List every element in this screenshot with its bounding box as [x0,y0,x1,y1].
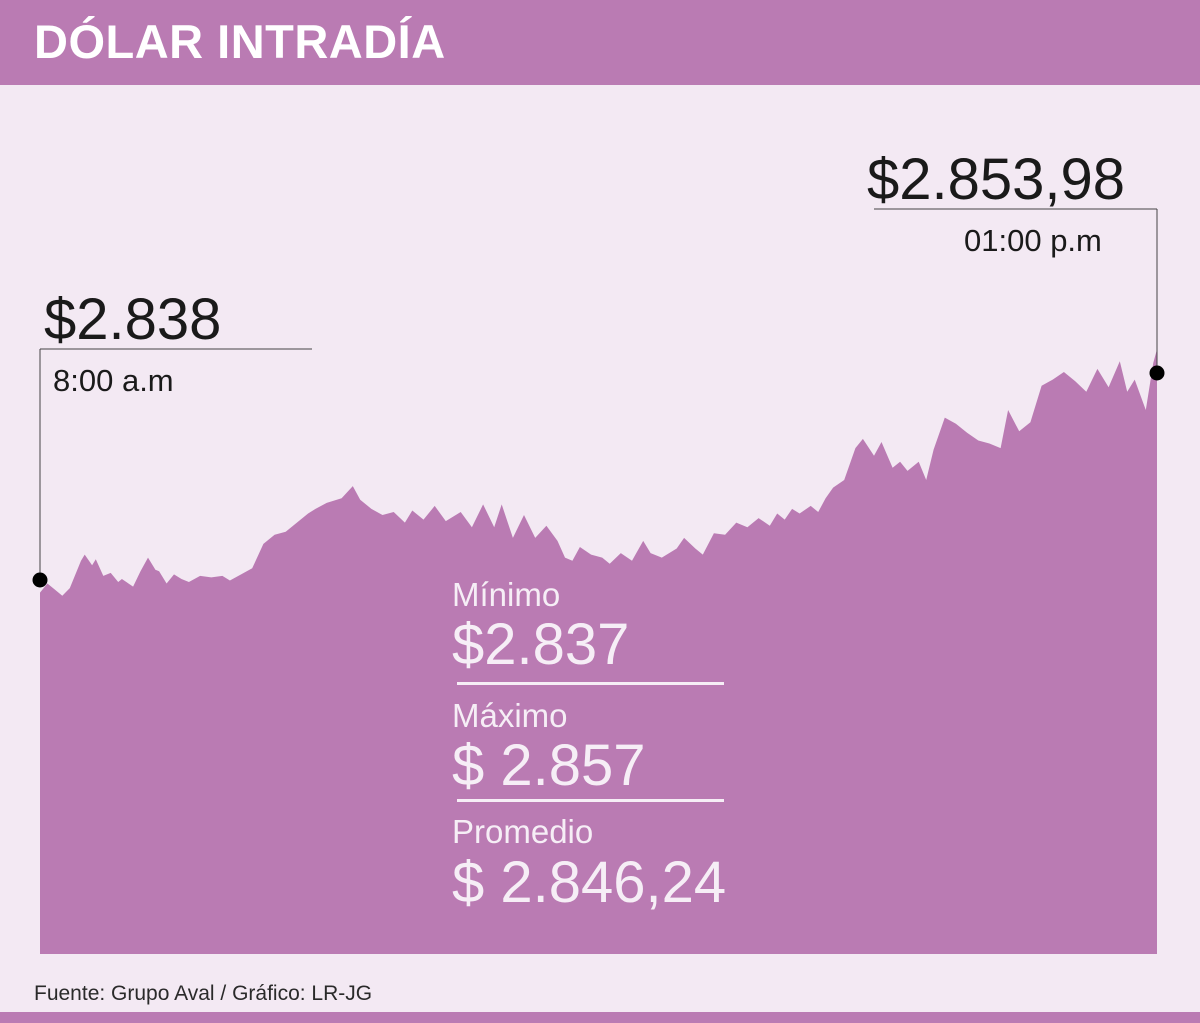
start-point-marker [32,572,48,588]
start-price-label: $2.838 [44,287,222,352]
header-bar: DÓLAR INTRADÍA [0,0,1200,85]
min-label: Mínimo [452,576,561,613]
bottom-bar [0,1012,1200,1023]
source-credit: Fuente: Grupo Aval / Gráfico: LR-JG [34,982,373,1005]
max-label: Máximo [452,697,568,734]
max-divider [457,799,724,802]
price-area [40,349,1157,954]
end-point-marker [1149,365,1165,381]
avg-label: Promedio [452,813,594,850]
chart-title: DÓLAR INTRADÍA [34,15,446,68]
min-value: $2.837 [452,612,630,677]
end-time-label: 01:00 p.m [964,223,1102,258]
start-time-label: 8:00 a.m [53,363,174,398]
max-value: $ 2.857 [452,733,646,798]
end-price-label: $2.853,98 [867,147,1126,212]
avg-value: $ 2.846,24 [452,850,727,915]
min-divider [457,682,724,685]
